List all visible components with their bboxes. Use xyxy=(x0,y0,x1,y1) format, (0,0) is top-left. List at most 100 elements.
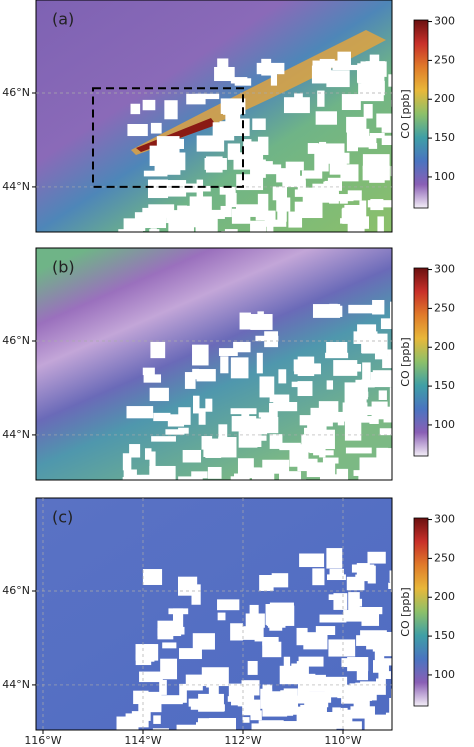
no-data xyxy=(390,577,392,586)
no-data xyxy=(225,113,241,123)
no-data xyxy=(326,548,343,569)
no-data xyxy=(231,683,243,690)
colorbar-tick-label: 100 xyxy=(434,170,455,183)
no-data xyxy=(266,226,274,232)
no-data xyxy=(241,680,260,696)
no-data xyxy=(273,479,292,480)
no-data xyxy=(244,139,252,160)
x-tick-label: 114°W xyxy=(124,734,161,747)
no-data xyxy=(350,706,375,719)
no-data xyxy=(279,442,301,451)
no-data xyxy=(240,466,250,480)
no-data xyxy=(143,374,162,383)
no-data xyxy=(220,98,246,114)
no-data xyxy=(342,231,366,232)
panel-label: (c) xyxy=(52,508,73,527)
no-data xyxy=(319,474,346,480)
no-data xyxy=(319,614,347,623)
no-data xyxy=(166,180,187,197)
no-data xyxy=(262,636,279,646)
no-data xyxy=(176,724,199,730)
no-data xyxy=(160,658,178,680)
no-data xyxy=(261,58,272,76)
no-data xyxy=(333,593,348,610)
colorbar-label: CO [ppb] xyxy=(399,337,412,386)
no-data xyxy=(262,459,290,474)
no-data xyxy=(389,387,392,409)
no-data xyxy=(356,659,369,681)
no-data xyxy=(255,210,276,221)
no-data xyxy=(323,721,347,729)
no-data xyxy=(123,218,136,232)
no-data xyxy=(382,355,392,369)
no-data xyxy=(165,626,185,635)
no-data xyxy=(191,471,208,479)
no-data xyxy=(299,553,325,568)
no-data xyxy=(230,357,249,379)
no-data xyxy=(280,721,308,730)
no-data xyxy=(363,104,373,119)
no-data xyxy=(230,623,243,641)
no-data xyxy=(131,711,151,721)
no-data xyxy=(224,229,238,232)
colorbar xyxy=(413,267,429,457)
no-data xyxy=(144,448,152,460)
no-data xyxy=(196,369,216,382)
no-data xyxy=(326,70,350,88)
no-data xyxy=(253,435,267,441)
no-data xyxy=(201,704,225,712)
no-data xyxy=(126,406,154,419)
no-data xyxy=(260,688,273,709)
no-data xyxy=(138,216,167,229)
no-data xyxy=(157,695,183,705)
no-data xyxy=(269,729,279,730)
y-tick-label: 46°N xyxy=(2,86,30,99)
no-data xyxy=(384,658,392,666)
no-data xyxy=(242,717,250,723)
no-data xyxy=(192,368,200,380)
no-data xyxy=(312,304,341,318)
no-data xyxy=(251,723,270,730)
no-data xyxy=(168,221,194,232)
no-data xyxy=(207,466,222,479)
no-data xyxy=(200,185,211,192)
no-data xyxy=(358,607,383,615)
no-data xyxy=(251,224,260,232)
no-data xyxy=(276,168,298,183)
y-tick-label: 44°N xyxy=(2,180,30,193)
colorbar-label: CO [ppb] xyxy=(399,587,412,636)
no-data xyxy=(304,700,324,714)
no-data xyxy=(324,180,343,191)
no-data xyxy=(217,599,240,611)
no-data xyxy=(385,712,392,730)
no-data xyxy=(351,564,375,573)
no-data xyxy=(317,90,325,107)
no-data xyxy=(371,401,388,417)
no-data xyxy=(220,205,232,218)
no-data xyxy=(359,391,369,398)
no-data xyxy=(135,654,152,666)
no-data xyxy=(337,51,351,67)
no-data xyxy=(391,688,392,709)
no-data xyxy=(381,647,392,657)
no-data xyxy=(271,573,289,588)
no-data xyxy=(139,671,163,683)
no-data xyxy=(259,575,274,591)
no-data xyxy=(365,80,375,89)
no-data xyxy=(258,720,284,730)
colorbar-tick-label: 200 xyxy=(434,92,455,105)
no-data xyxy=(184,183,201,193)
no-data xyxy=(250,314,273,330)
colorbar xyxy=(413,19,429,209)
no-data xyxy=(335,194,354,202)
field xyxy=(36,0,392,232)
no-data xyxy=(319,441,334,448)
no-data xyxy=(300,632,325,639)
no-data xyxy=(193,395,200,414)
no-data xyxy=(326,341,348,357)
no-data xyxy=(196,179,204,199)
no-data xyxy=(337,411,345,426)
no-data xyxy=(388,582,392,590)
no-data xyxy=(358,472,366,480)
